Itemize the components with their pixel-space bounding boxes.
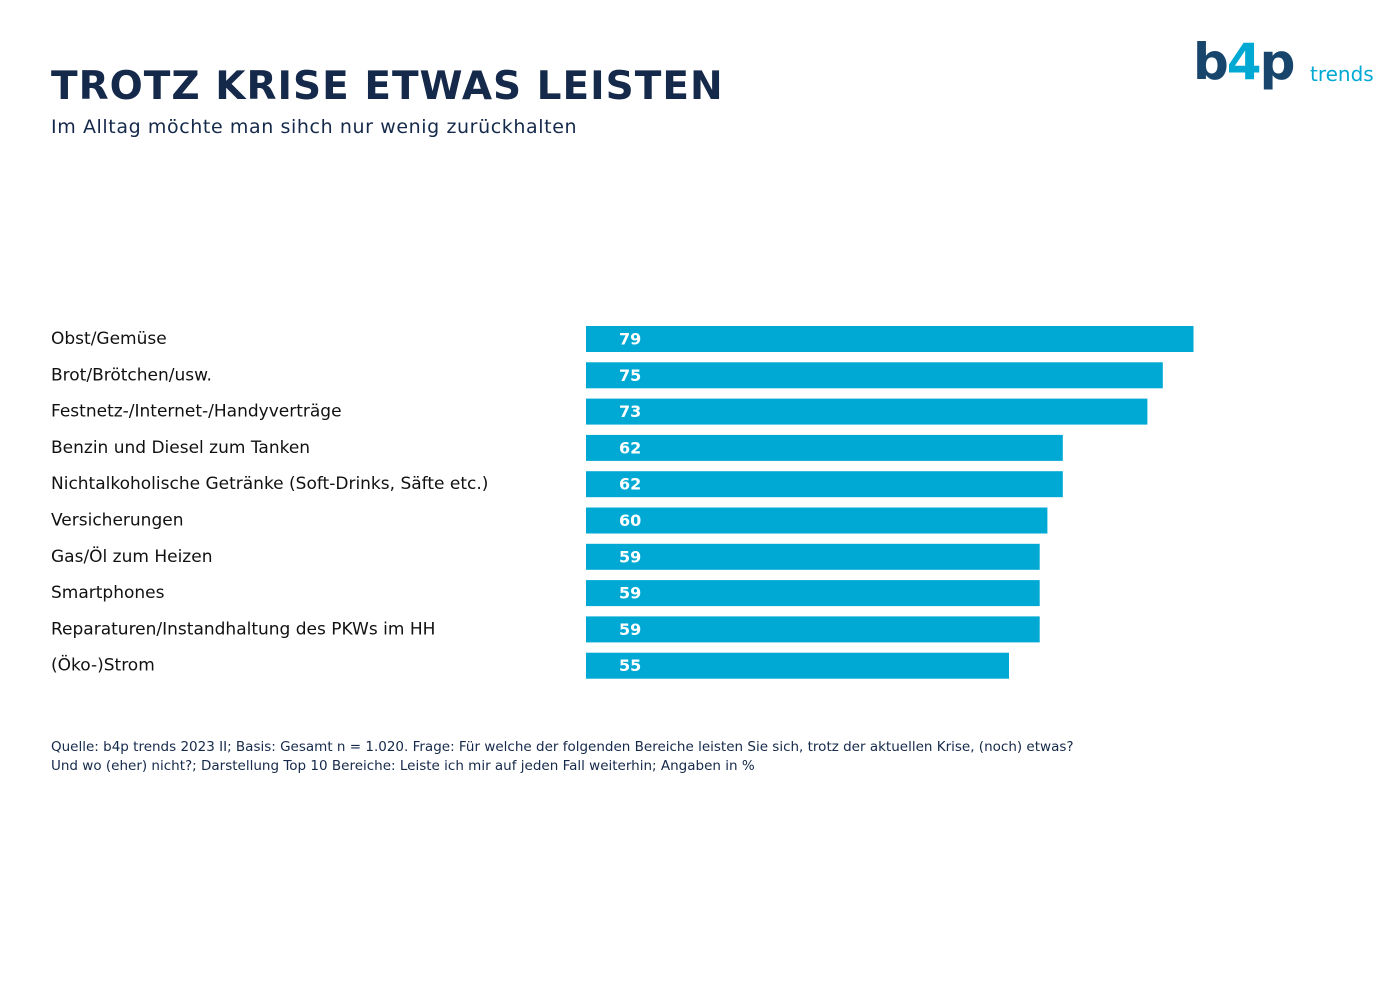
bar-value-label: 75	[619, 366, 641, 385]
bar	[586, 616, 1040, 643]
category-label: Gas/Öl zum Heizen	[51, 545, 212, 567]
bar-value-label: 55	[619, 656, 641, 675]
bar-value-label: 73	[619, 402, 641, 421]
logo-digit-4: 4	[1226, 33, 1262, 91]
chart-subtitle: Im Alltag möchte man sihch nur wenig zur…	[51, 116, 578, 138]
logo-letter-b: b	[1193, 33, 1229, 91]
category-label: Benzin und Diesel zum Tanken	[51, 438, 310, 458]
logo-subtext: trends	[1310, 62, 1374, 86]
bar-value-label: 59	[619, 620, 641, 639]
bar-value-label: 59	[619, 547, 641, 566]
bar	[586, 471, 1063, 498]
bar	[586, 580, 1040, 607]
bar-value-label: 60	[619, 511, 641, 530]
chart-title: TROTZ KRISE ETWAS LEISTEN	[51, 64, 724, 109]
category-label: Smartphones	[51, 583, 165, 603]
category-label: Reparaturen/Instandhaltung des PKWs im H…	[51, 619, 435, 639]
bar	[586, 434, 1063, 461]
bar	[586, 362, 1163, 389]
logo-wordmark: b4p	[1193, 33, 1296, 91]
bars	[586, 326, 1194, 679]
bar	[586, 543, 1040, 570]
footnote-line-1: Quelle: b4p trends 2023 II; Basis: Gesam…	[51, 739, 1074, 755]
category-labels: Obst/Gemüse Brot/Brötchen/usw. Festnetz-/I…	[51, 329, 488, 676]
category-label: Versicherungen	[51, 511, 183, 531]
bar-value-label: 59	[619, 584, 641, 603]
category-label: Obst/Gemüse	[51, 329, 167, 349]
category-label: Brot/Brötchen/usw.	[51, 365, 212, 385]
bar	[586, 507, 1048, 534]
b4p-trends-logo: b4p trends	[1193, 36, 1383, 100]
category-label: (Öko-)Strom	[51, 654, 155, 676]
source-footnote: Quelle: b4p trends 2023 II; Basis: Gesam…	[51, 738, 1251, 776]
bar-value-label: 62	[619, 438, 641, 457]
bar-value-label: 79	[619, 330, 641, 349]
bar	[586, 326, 1194, 352]
logo-letter-p: p	[1259, 33, 1296, 91]
category-label: Nichtalkoholische Getränke (Soft-Drinks,…	[51, 474, 488, 494]
category-label: Festnetz-/Internet-/Handyverträge	[51, 402, 342, 422]
footnote-line-2: Und wo (eher) nicht?; Darstellung Top 10…	[51, 758, 755, 774]
bar-chart: Obst/Gemüse Brot/Brötchen/usw. Festnetz-/I…	[51, 326, 1194, 679]
bar	[586, 398, 1148, 425]
value-labels: 79 75 73 62 62 60 59 59 59 55	[619, 330, 641, 676]
bar-value-label: 62	[619, 475, 641, 494]
bar	[586, 652, 1009, 679]
